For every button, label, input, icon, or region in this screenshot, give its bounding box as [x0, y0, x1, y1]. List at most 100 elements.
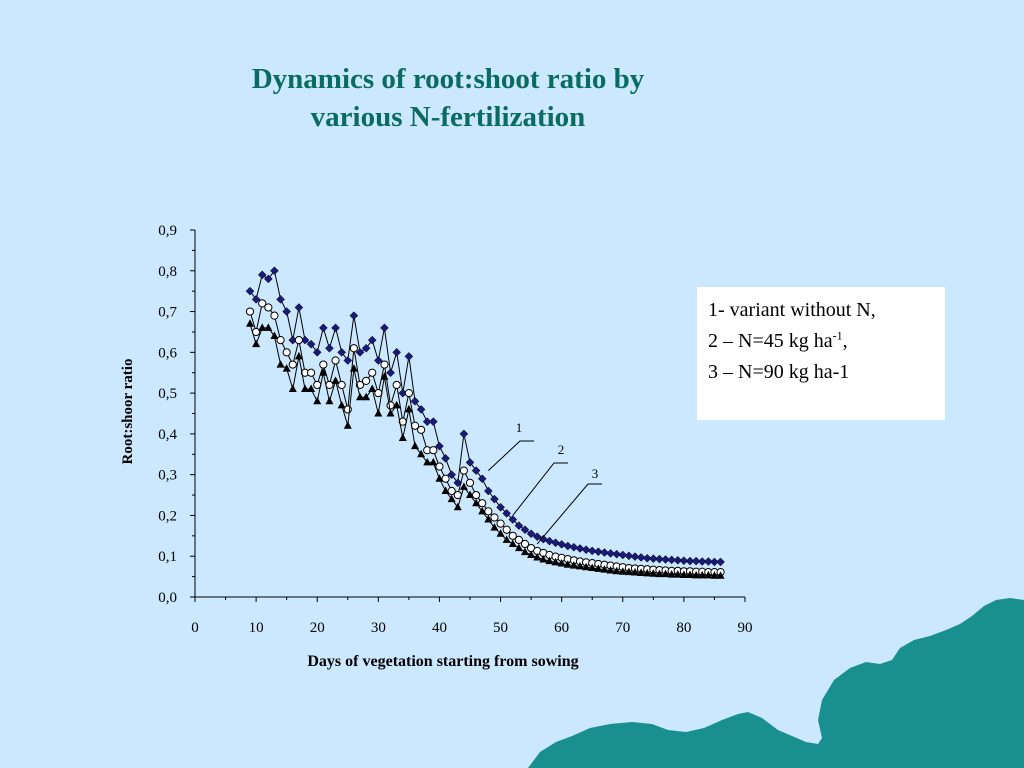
data-point [514, 535, 523, 545]
x-tick-label: 0 [191, 620, 199, 636]
data-point [514, 521, 524, 530]
data-point [263, 274, 273, 284]
data-point [648, 554, 658, 564]
data-point [386, 368, 395, 378]
data-point [508, 515, 518, 524]
data-point [520, 525, 530, 535]
data-point [710, 557, 719, 567]
data-point [643, 568, 652, 577]
annotation-label: 3 [592, 466, 599, 481]
data-point [667, 570, 676, 578]
data-point [673, 555, 683, 565]
data-point [453, 502, 462, 511]
y-tick-label: 0,9 [158, 223, 177, 239]
data-point [319, 368, 328, 376]
data-point [246, 319, 254, 327]
data-point [404, 352, 414, 361]
annotation-leader-line [536, 483, 602, 545]
data-point [429, 457, 438, 466]
data-point [514, 543, 523, 552]
data-point [698, 570, 707, 579]
data-point [569, 561, 578, 569]
data-point [380, 323, 389, 333]
data-point [386, 409, 395, 417]
data-point [496, 502, 505, 512]
data-point [636, 553, 646, 562]
data-point [422, 417, 432, 427]
legend-item-2-superscript: -1 [832, 328, 843, 343]
data-point [557, 540, 567, 549]
data-point [551, 557, 560, 566]
data-point [716, 557, 725, 567]
data-point [258, 299, 267, 308]
data-point [679, 570, 688, 578]
data-point [661, 555, 670, 564]
data-point [398, 433, 407, 441]
data-point [245, 307, 255, 316]
data-point [496, 519, 505, 528]
data-point [673, 570, 682, 578]
data-point [563, 560, 572, 568]
data-point [362, 376, 371, 385]
data-point [349, 311, 359, 320]
data-point [593, 547, 603, 557]
data-point [569, 542, 579, 552]
data-point [276, 336, 285, 345]
data-point [325, 343, 334, 353]
data-point [483, 486, 493, 496]
y-tick-label: 0,1 [158, 549, 177, 565]
data-point [337, 347, 347, 357]
data-point [435, 441, 444, 451]
data-point [637, 568, 646, 576]
y-tick-label: 0,2 [158, 508, 177, 524]
data-point [331, 323, 340, 333]
data-point [373, 356, 383, 365]
data-point [306, 339, 316, 349]
data-point [362, 392, 371, 401]
x-tick-label: 70 [615, 620, 630, 636]
data-point [459, 429, 469, 439]
data-point [356, 392, 364, 401]
data-point [527, 550, 536, 558]
data-point [325, 396, 334, 405]
y-tick-label: 0,6 [158, 345, 177, 361]
data-point [270, 311, 279, 320]
data-point [545, 556, 554, 565]
data-point [416, 405, 426, 414]
landscape-shape [528, 598, 1024, 768]
data-point [392, 380, 401, 390]
data-point [459, 466, 468, 475]
data-point [521, 547, 529, 556]
data-point [508, 539, 517, 547]
data-point [618, 550, 628, 560]
data-point [307, 384, 316, 393]
data-point [392, 400, 401, 409]
data-point [374, 409, 383, 417]
data-point [423, 457, 432, 466]
data-point [655, 569, 664, 578]
data-point [466, 490, 474, 499]
data-point [526, 529, 536, 539]
x-tick-label: 10 [249, 620, 264, 636]
data-point [441, 454, 450, 463]
data-point [594, 564, 603, 572]
data-point [582, 562, 591, 571]
data-point [313, 396, 322, 405]
data-point [361, 343, 371, 353]
annotation-leader-line [512, 462, 568, 516]
data-point [417, 425, 426, 434]
data-point [270, 266, 279, 276]
data-point [355, 347, 365, 357]
data-point [441, 474, 450, 483]
data-point [661, 569, 670, 578]
data-point [484, 515, 493, 523]
data-point [307, 368, 316, 377]
annotation-leader-line [487, 440, 534, 471]
data-point [612, 549, 622, 559]
data-point [490, 513, 499, 522]
data-point [631, 568, 639, 576]
y-tick-label: 0,0 [158, 590, 177, 606]
data-point [588, 563, 597, 572]
data-point [459, 482, 468, 490]
x-tick-label: 80 [676, 620, 691, 636]
